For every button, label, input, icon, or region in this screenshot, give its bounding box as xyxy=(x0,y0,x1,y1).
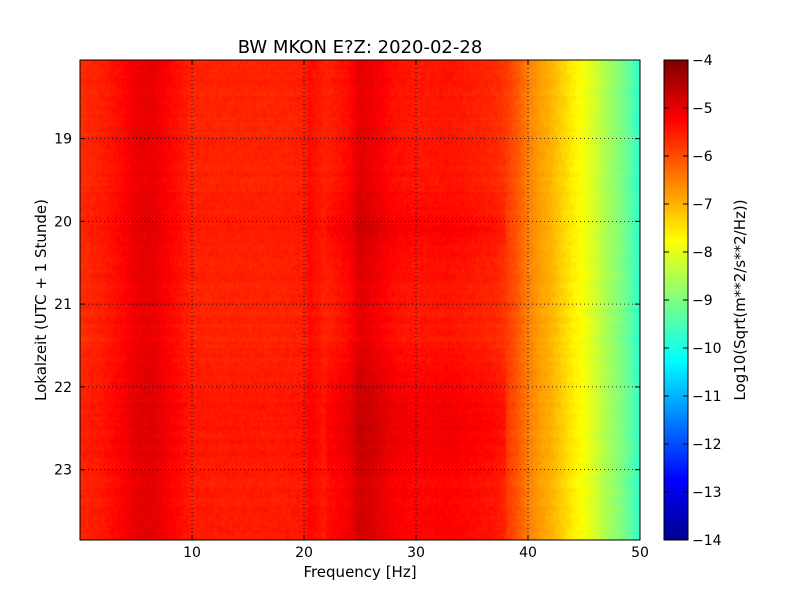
colorbar: −4 −5 −6 −7 −8 −9 −10 −11 −12 −13 −14 Log10(Sqrt(m… xyxy=(663,53,749,549)
y-tick-label: 21 xyxy=(54,297,72,313)
x-tick-label: 10 xyxy=(183,545,201,561)
colorbar-tick-label: −13 xyxy=(692,485,722,501)
plot-frame xyxy=(79,59,641,541)
y-tick-label: 22 xyxy=(54,380,72,396)
colorbar-tick-label: −6 xyxy=(692,149,713,165)
grid-lines xyxy=(80,60,640,540)
colorbar-label: Log10(Sqrt(m**2/s**2/Hz)) xyxy=(731,199,749,400)
x-tick-label: 50 xyxy=(631,545,649,561)
y-tick-label: 20 xyxy=(54,214,72,230)
x-tick-label: 40 xyxy=(519,545,537,561)
colorbar-ticks: −4 −5 −6 −7 −8 −9 −10 −11 −12 −13 −14 xyxy=(664,53,722,549)
axis-ticks: 10 20 30 40 50 19 20 21 22 23 xyxy=(54,60,649,561)
heatmap-image xyxy=(80,60,640,540)
colorbar-tick-label: −4 xyxy=(692,53,713,69)
chart-title: BW MKON E?Z: 2020-02-28 xyxy=(238,37,483,58)
colorbar-tick-label: −8 xyxy=(692,245,713,261)
colorbar-tick-label: −10 xyxy=(692,341,722,357)
y-tick-label: 19 xyxy=(54,132,72,148)
x-axis-label: Frequency [Hz] xyxy=(303,563,416,581)
x-tick-label: 30 xyxy=(407,545,425,561)
colorbar-tick-label: −5 xyxy=(692,101,713,117)
y-tick-label: 23 xyxy=(54,463,72,479)
colorbar-tick-label: −9 xyxy=(692,293,713,309)
y-axis-label: Lokalzeit (UTC + 1 Stunde) xyxy=(32,199,50,401)
x-tick-label: 20 xyxy=(295,545,313,561)
colorbar-tick-label: −11 xyxy=(692,389,722,405)
colorbar-tick-label: −7 xyxy=(692,197,713,213)
colorbar-tick-label: −14 xyxy=(692,533,722,549)
heatmap-layer xyxy=(80,60,640,540)
colorbar-tick-label: −12 xyxy=(692,437,722,453)
